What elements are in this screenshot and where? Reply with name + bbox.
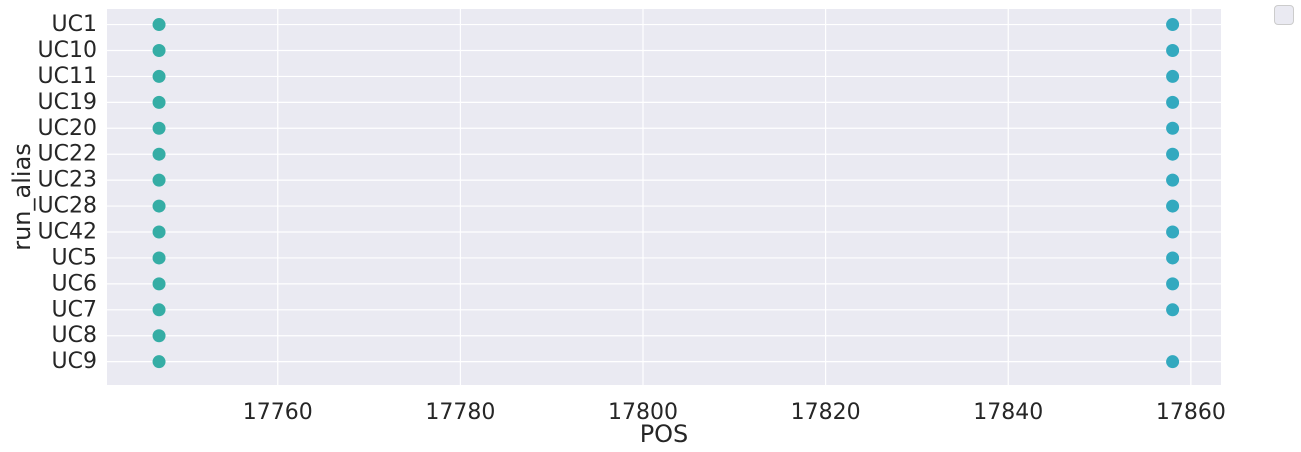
- data-point: [152, 43, 166, 57]
- x-tick-label: 17840: [973, 400, 1043, 425]
- data-point: [1166, 355, 1180, 369]
- x-axis-label: POS: [640, 420, 689, 448]
- x-tick-label: 17760: [243, 400, 313, 425]
- y-tick-label: UC23: [38, 168, 97, 193]
- y-tick-label: UC9: [52, 349, 97, 374]
- data-point: [1166, 303, 1180, 317]
- y-tick-label: UC10: [38, 38, 97, 63]
- y-tick-label: UC1: [52, 12, 97, 37]
- y-tick-label: UC11: [38, 64, 97, 89]
- legend: [1274, 5, 1294, 25]
- data-point: [152, 147, 166, 161]
- y-tick-label: UC22: [38, 142, 97, 167]
- data-point: [1166, 18, 1180, 32]
- x-tick-label: 17820: [791, 400, 861, 425]
- data-point: [1166, 95, 1180, 109]
- y-tick-label: UC5: [52, 245, 97, 270]
- data-point: [152, 251, 166, 265]
- grid-lines: [107, 9, 1221, 385]
- data-point: [1166, 251, 1180, 265]
- data-point: [152, 303, 166, 317]
- data-point: [152, 173, 166, 187]
- data-point: [1166, 43, 1180, 57]
- data-point: [152, 355, 166, 369]
- data-point: [152, 121, 166, 135]
- data-point: [152, 225, 166, 239]
- data-point: [1166, 147, 1180, 161]
- data-point: [152, 18, 166, 32]
- data-point: [152, 277, 166, 291]
- y-axis-label: run_alias: [8, 143, 36, 251]
- data-point: [1166, 121, 1180, 135]
- data-point: [1166, 69, 1180, 83]
- x-tick-label: 17800: [608, 400, 678, 425]
- y-tick-label: UC20: [38, 116, 97, 141]
- data-points: [152, 18, 1180, 369]
- x-tick-label: 17860: [1156, 400, 1226, 425]
- y-tick-label: UC8: [52, 323, 97, 348]
- plot-background: [107, 9, 1221, 385]
- x-tick-label: 17780: [425, 400, 495, 425]
- y-tick-labels: UC1UC10UC11UC19UC20UC22UC23UC28UC42UC5UC…: [38, 12, 97, 374]
- y-tick-label: UC19: [38, 90, 97, 115]
- x-tick-labels: 17760 17780 17800 17820 17840 17860: [243, 400, 1226, 425]
- data-point: [152, 69, 166, 83]
- data-point: [1166, 173, 1180, 187]
- data-point: [152, 95, 166, 109]
- data-point: [1166, 225, 1180, 239]
- data-point: [152, 329, 166, 343]
- y-tick-label: UC7: [52, 297, 97, 322]
- y-tick-label: UC28: [38, 194, 97, 219]
- data-point: [1166, 199, 1180, 213]
- data-point: [1166, 277, 1180, 291]
- y-tick-label: UC6: [52, 271, 97, 296]
- data-point: [152, 199, 166, 213]
- y-tick-label: UC42: [38, 220, 97, 245]
